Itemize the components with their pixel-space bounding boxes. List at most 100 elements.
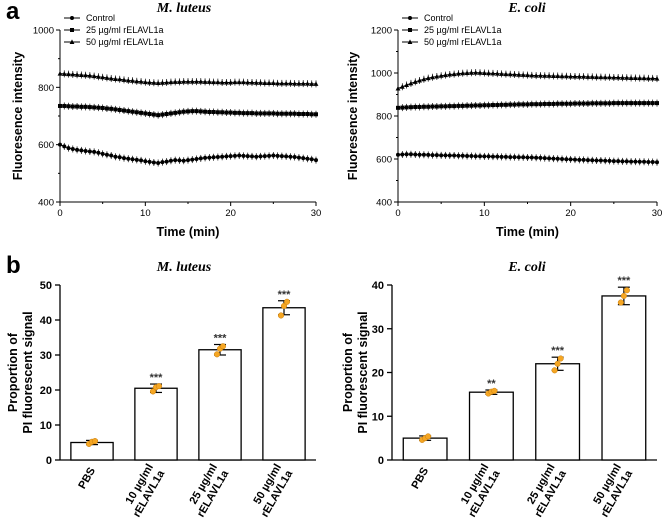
- data-point: [253, 80, 259, 85]
- data-dot: [425, 433, 432, 440]
- data-point: [202, 79, 208, 84]
- data-point: [451, 71, 457, 77]
- data-point: [262, 154, 267, 159]
- data-point: [645, 75, 651, 81]
- data-point: [62, 103, 67, 108]
- x-tick-label: 30: [652, 208, 663, 219]
- chart-title: E. coli: [507, 260, 545, 275]
- x-tick-label: 0: [395, 208, 400, 219]
- data-point: [262, 80, 268, 86]
- y-tick-label: 1000: [371, 69, 392, 80]
- data-point: [529, 155, 534, 160]
- y-axis-label: Fluoresence intensity: [11, 52, 25, 181]
- data-point: [241, 79, 246, 85]
- bar-chart-3: M. luteus 0 10 20 30 40 50 Proportion of PI fluo…: [6, 260, 316, 519]
- chart-title: M. luteus: [156, 260, 212, 275]
- data-point: [58, 142, 62, 147]
- data-point: [430, 153, 435, 158]
- data-point: [109, 153, 114, 158]
- data-point: [130, 157, 135, 162]
- data-point: [447, 104, 452, 109]
- data-point: [211, 109, 216, 114]
- data-dot: [623, 287, 630, 294]
- data-point: [190, 109, 195, 114]
- data-point: [568, 73, 574, 79]
- data-dot: [557, 355, 564, 362]
- data-point: [547, 156, 552, 161]
- data-point: [512, 71, 517, 77]
- data-point: [224, 79, 229, 85]
- data-point: [598, 101, 603, 106]
- category-label-line: PBS: [76, 466, 98, 492]
- data-point: [478, 154, 483, 159]
- data-point: [78, 72, 84, 78]
- data-point: [258, 111, 263, 116]
- data-point: [400, 105, 405, 110]
- data-point: [529, 102, 534, 107]
- data-point: [555, 156, 560, 161]
- data-point: [494, 71, 500, 76]
- data-point: [434, 73, 440, 79]
- x-tick-label: 10: [140, 208, 151, 219]
- data-point: [396, 105, 400, 110]
- data-point: [495, 154, 500, 159]
- data-point: [164, 79, 170, 85]
- y-axis-label-line-2: PI fluorescent signal: [356, 311, 370, 433]
- data-point: [413, 152, 418, 157]
- data-point: [421, 152, 426, 157]
- data-point: [417, 77, 422, 83]
- data-point: [237, 110, 242, 115]
- data-point: [92, 105, 97, 110]
- data-point: [611, 159, 616, 164]
- data-point: [220, 110, 225, 115]
- data-point: [598, 74, 604, 80]
- data-point: [452, 153, 457, 158]
- data-point: [87, 72, 93, 78]
- data-point: [275, 153, 280, 158]
- data-point: [452, 104, 457, 109]
- data-point: [572, 73, 578, 79]
- data-point: [181, 79, 187, 84]
- data-point: [224, 110, 229, 115]
- data-point: [642, 159, 647, 164]
- data-point: [417, 104, 422, 109]
- data-point: [258, 154, 263, 159]
- data-point: [66, 71, 71, 77]
- y-tick-label: 800: [376, 112, 392, 123]
- data-point: [434, 153, 439, 158]
- data-point: [603, 158, 608, 163]
- data-point: [104, 152, 109, 157]
- data-point: [279, 111, 284, 116]
- data-point: [58, 103, 62, 108]
- data-point: [464, 70, 470, 75]
- data-point: [232, 110, 237, 115]
- data-point: [57, 70, 63, 76]
- y-tick-label: 30: [40, 350, 52, 362]
- y-tick-label: 0: [46, 455, 52, 467]
- data-point: [560, 157, 565, 161]
- data-point: [481, 70, 487, 75]
- data-point: [74, 72, 80, 77]
- data-point: [551, 156, 556, 161]
- data-point: [525, 72, 530, 78]
- data-point: [284, 154, 289, 159]
- y-tick-label: 10: [372, 411, 384, 423]
- data-point: [279, 154, 284, 159]
- data-point: [577, 157, 582, 162]
- data-point: [404, 105, 409, 110]
- y-tick-label: 10: [40, 420, 52, 432]
- data-point: [555, 73, 561, 79]
- data-point: [104, 106, 109, 111]
- data-point: [547, 101, 552, 106]
- data-point: [473, 69, 479, 75]
- data-point: [160, 160, 165, 165]
- data-point: [641, 75, 647, 81]
- data-point: [228, 110, 233, 115]
- bar-3: [535, 363, 581, 461]
- data-point: [486, 103, 491, 108]
- data-point: [538, 155, 543, 160]
- data-point: [147, 159, 152, 164]
- data-point: [168, 158, 173, 163]
- data-point: [125, 77, 131, 83]
- data-point: [181, 109, 186, 114]
